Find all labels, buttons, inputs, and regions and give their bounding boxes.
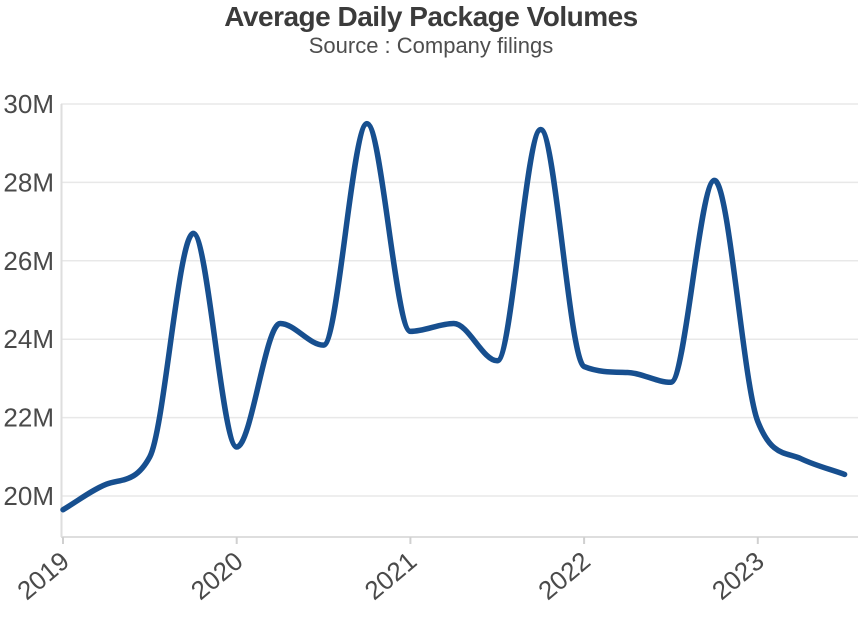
y-axis-label-28M: 28M [3,167,54,197]
x-axis-label-2021: 2021 [359,546,423,606]
x-axis-label-2022: 2022 [532,546,596,606]
x-axis-label-2020: 2020 [185,546,249,606]
x-axis-label-2019: 2019 [11,546,75,606]
chart-subtitle: Source : Company filings [308,33,554,58]
y-axis-label-20M: 20M [3,481,54,511]
y-axis-label-22M: 22M [3,403,54,433]
chart-title: Average Daily Package Volumes [224,1,638,32]
x-axis-label-2023: 2023 [706,546,770,606]
y-axis-label-26M: 26M [3,246,54,276]
volume-line-series [60,120,848,513]
y-axis-label-24M: 24M [3,324,54,354]
y-axis-label-30M: 30M [3,89,54,119]
